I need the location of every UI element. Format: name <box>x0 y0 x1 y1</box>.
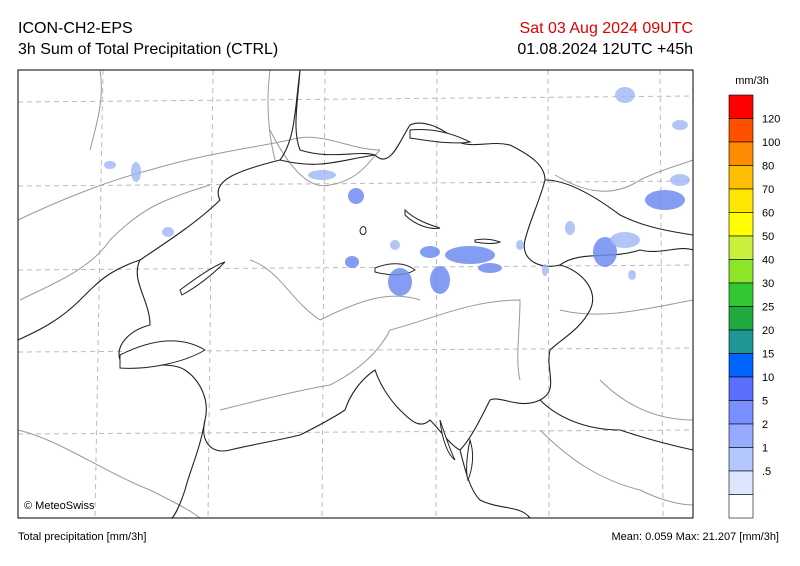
colorbar-label: 2 <box>762 419 768 431</box>
precipitation <box>104 87 690 296</box>
colorbar-swatch <box>728 188 754 213</box>
colorbar-label: 70 <box>762 184 774 196</box>
map: © MeteoSwiss <box>17 69 694 519</box>
regions <box>17 69 694 519</box>
colorbar: mm/3h 120 100 80 70 60 50 40 30 25 20 15 10 5 2 1 .5 <box>728 75 780 519</box>
colorbar-swatch <box>728 447 754 472</box>
colorbar-swatch <box>728 235 754 260</box>
colorbar-label: 80 <box>762 161 774 173</box>
colorbar-label: 5 <box>762 396 768 408</box>
colorbar-swatch <box>728 94 754 119</box>
colorbar-swatch <box>728 353 754 378</box>
colorbar-label: 50 <box>762 231 774 243</box>
run-time: 01.08.2024 12UTC +45h <box>517 41 693 58</box>
credit: © MeteoSwiss <box>24 500 95 512</box>
colorbar-label: .5 <box>762 466 771 478</box>
colorbar-swatch <box>728 376 754 401</box>
colorbar-label: 100 <box>762 137 780 149</box>
colorbar-swatch <box>728 118 754 143</box>
colorbar-swatch <box>728 494 754 519</box>
colorbar-label: 25 <box>762 302 774 314</box>
colorbar-label: 60 <box>762 208 774 220</box>
national-border <box>17 69 694 519</box>
colorbar-swatch <box>728 470 754 495</box>
colorbar-label: 1 <box>762 443 768 455</box>
footer-stats: Mean: 0.059 Max: 21.207 [mm/3h] <box>611 531 779 543</box>
colorbar-swatch <box>728 400 754 425</box>
footer-variable: Total precipitation [mm/3h] <box>18 531 146 543</box>
colorbar-swatch <box>728 329 754 354</box>
colorbar-swatch <box>728 165 754 190</box>
model-name: ICON-CH2-EPS <box>18 20 133 37</box>
colorbar-label: 15 <box>762 349 774 361</box>
colorbar-label: 20 <box>762 325 774 337</box>
colorbar-swatch <box>728 141 754 166</box>
colorbar-label: 120 <box>762 114 780 126</box>
colorbar-swatch <box>728 423 754 448</box>
product-title: 3h Sum of Total Precipitation (CTRL) <box>18 41 278 58</box>
colorbar-label: 40 <box>762 255 774 267</box>
colorbar-swatch <box>728 212 754 237</box>
valid-time: Sat 03 Aug 2024 09UTC <box>520 20 693 37</box>
colorbar-label: 30 <box>762 278 774 290</box>
colorbar-swatch <box>728 282 754 307</box>
colorbar-swatch <box>728 306 754 331</box>
colorbar-swatch <box>728 259 754 284</box>
colorbar-label: 10 <box>762 372 774 384</box>
colorbar-unit: mm/3h <box>735 75 769 87</box>
